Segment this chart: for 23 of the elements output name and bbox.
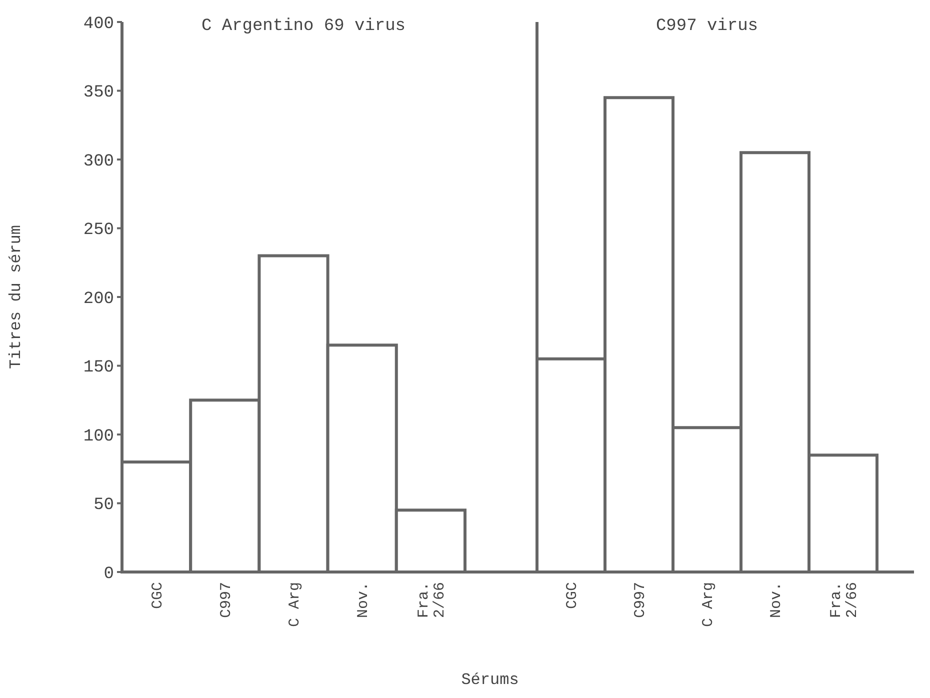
- y-tick-label: 200: [83, 290, 114, 309]
- x-tick-label: C997: [218, 582, 235, 618]
- x-tick-label: Fra. 2/66: [828, 582, 861, 618]
- x-tick-label: Nov.: [768, 582, 785, 618]
- y-tick-label: 50: [94, 496, 114, 516]
- chart-title: C Argentino 69 virus: [201, 17, 406, 36]
- chart-title: C997 virus: [656, 17, 758, 36]
- x-axis-title: Sérums: [461, 671, 519, 689]
- y-tick-label: 0: [104, 564, 114, 584]
- x-tick-label: C997: [632, 582, 649, 618]
- y-tick-label: 300: [83, 152, 114, 172]
- y-axis-title: Titres du sérum: [7, 224, 25, 370]
- y-tick-label: 350: [83, 84, 114, 103]
- y-tick-label: 400: [83, 14, 114, 34]
- x-tick-label: CGC: [149, 582, 166, 610]
- y-tick-label: 150: [83, 358, 114, 378]
- x-tick-label: Fra. 2/66: [416, 582, 449, 618]
- x-tick-label: Nov.: [355, 582, 372, 618]
- x-tick-label: C Arg: [700, 582, 717, 628]
- y-tick-label: 250: [83, 221, 114, 240]
- y-tick-label: 100: [83, 427, 114, 446]
- x-tick-label: CGC: [564, 582, 581, 610]
- x-tick-label: C Arg: [286, 582, 304, 628]
